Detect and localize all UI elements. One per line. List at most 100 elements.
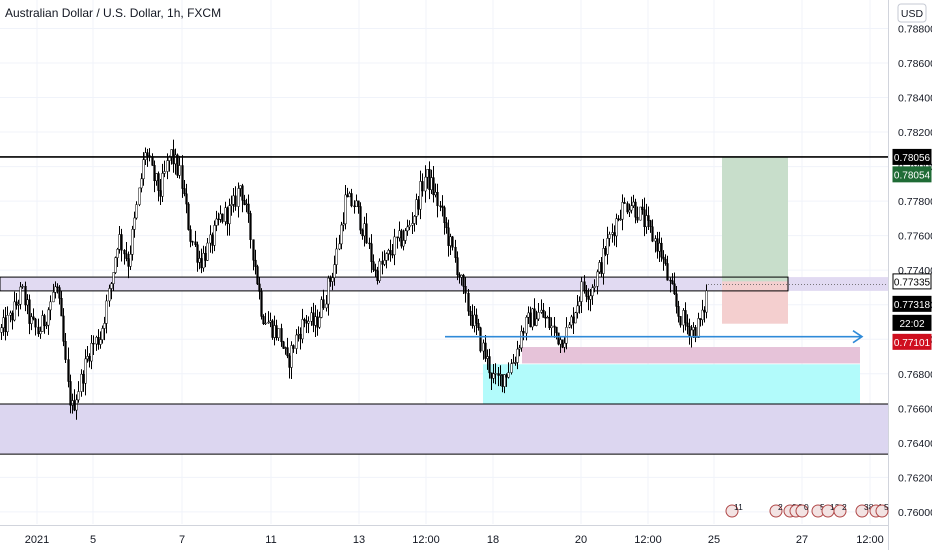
candle-body xyxy=(13,301,16,321)
candle-body xyxy=(49,301,52,311)
candle-body xyxy=(181,165,184,189)
candle-body xyxy=(125,253,128,259)
candle-body xyxy=(243,200,246,205)
candle-body xyxy=(52,292,55,303)
candle-body xyxy=(325,303,328,309)
candle-body xyxy=(114,257,117,273)
event-flag-icon xyxy=(725,504,739,518)
candle-body xyxy=(209,234,212,244)
candle-body xyxy=(598,262,601,273)
price-tag-4 xyxy=(892,314,932,331)
candle-body xyxy=(634,201,637,218)
arrow-annotation xyxy=(445,329,864,344)
candle-body xyxy=(230,204,233,206)
candle-body xyxy=(570,316,573,326)
candle-body xyxy=(292,345,295,349)
time-axis: 2021 5 7 11 13 12:00 18 20 12:00 25 27 12:00 xyxy=(0,525,888,546)
candle-body xyxy=(596,271,599,287)
x-tick-label: 27 xyxy=(796,534,808,546)
candle-body xyxy=(316,316,319,328)
candle-body xyxy=(402,240,405,247)
candle-body xyxy=(600,262,603,274)
candle-body xyxy=(69,381,72,406)
candle-body xyxy=(430,177,433,190)
candle-body xyxy=(690,329,693,337)
candle-body xyxy=(286,347,289,357)
candle-body xyxy=(544,317,547,319)
candle-body xyxy=(327,277,330,305)
event-count: 2 xyxy=(842,502,847,512)
candle-body xyxy=(383,260,386,265)
candle-body xyxy=(357,200,360,207)
candle-body xyxy=(105,300,108,324)
candle-body xyxy=(469,310,472,316)
candle-body xyxy=(443,207,446,224)
candle-body xyxy=(451,236,454,248)
candle-body xyxy=(359,206,362,231)
price-tag-label: 0.77101 xyxy=(894,338,931,349)
candle-body xyxy=(198,258,201,263)
price-tag-5 xyxy=(892,333,932,350)
candle-body xyxy=(176,154,179,176)
candle-body xyxy=(45,324,48,327)
horizontal-lines xyxy=(0,156,888,455)
candle-body xyxy=(649,220,652,228)
x-tick-label: 2021 xyxy=(25,534,49,546)
candle-body xyxy=(533,308,536,326)
candle-body xyxy=(441,205,444,208)
candle-body xyxy=(507,372,510,378)
candle-body xyxy=(445,222,448,229)
candle-body xyxy=(516,348,519,363)
candle-body xyxy=(639,206,642,221)
candle-body xyxy=(338,243,341,250)
candle-body xyxy=(342,223,345,226)
candle-body xyxy=(408,224,411,228)
event-count: 11 xyxy=(734,502,743,512)
candle-body xyxy=(623,202,626,204)
candle-body xyxy=(151,156,154,166)
candle-body xyxy=(363,223,366,237)
x-tick-label: 20 xyxy=(575,534,587,546)
candle-body xyxy=(178,165,181,176)
candle-body xyxy=(299,333,302,340)
candle-body xyxy=(133,217,136,230)
candle-body xyxy=(331,277,334,282)
candle-body xyxy=(456,257,459,276)
candle-body xyxy=(75,399,78,411)
candle-body xyxy=(86,356,89,360)
candle-body xyxy=(142,159,145,180)
events: 11233051223815 xyxy=(725,502,889,518)
candle-body xyxy=(697,318,700,338)
target-zone xyxy=(722,156,788,282)
candle-body xyxy=(428,169,431,190)
x-tick-label: 12:00 xyxy=(856,534,884,546)
candle-body xyxy=(112,272,115,284)
candle-body xyxy=(608,234,611,239)
candle-body xyxy=(350,193,353,207)
candle-body xyxy=(123,250,126,255)
candle-body xyxy=(432,177,435,196)
candle-body xyxy=(264,322,267,325)
price-tag-2 xyxy=(892,273,932,290)
candle-body xyxy=(486,356,489,359)
candle-body xyxy=(415,199,418,217)
candle-body xyxy=(110,283,113,289)
candle-body xyxy=(247,203,250,214)
candle-body xyxy=(677,306,680,317)
candle-body xyxy=(340,224,343,245)
candle-body xyxy=(71,400,74,406)
candle-body xyxy=(249,213,252,240)
candle-body xyxy=(320,299,323,318)
candle-body xyxy=(4,317,7,333)
candle-body xyxy=(669,279,672,282)
candle-body xyxy=(694,327,697,338)
candle-body xyxy=(411,223,414,226)
candle-body xyxy=(492,373,495,379)
candle-body xyxy=(215,218,218,226)
candle-body xyxy=(254,259,257,267)
candle-body xyxy=(613,232,616,237)
